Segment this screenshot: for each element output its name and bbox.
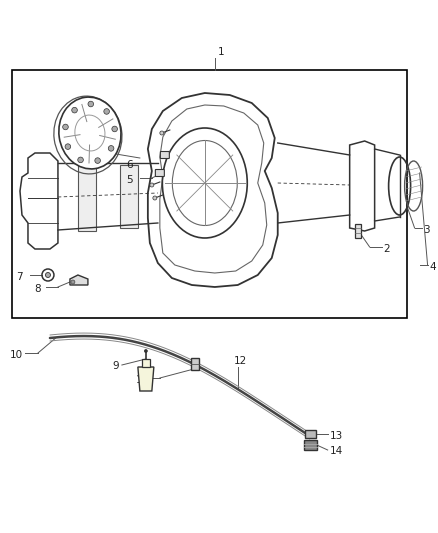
Circle shape [160, 131, 164, 135]
Bar [142, 359, 150, 367]
Circle shape [88, 101, 94, 107]
Circle shape [150, 183, 154, 187]
Bar [191, 358, 198, 370]
Circle shape [95, 158, 100, 164]
Circle shape [145, 350, 147, 352]
FancyBboxPatch shape [160, 151, 170, 158]
FancyBboxPatch shape [155, 169, 164, 176]
Circle shape [65, 144, 71, 149]
Text: 1: 1 [218, 47, 224, 57]
Text: 8: 8 [34, 284, 41, 294]
Bar [355, 224, 360, 238]
Text: 6: 6 [126, 160, 133, 170]
Text: 12: 12 [234, 356, 247, 366]
Circle shape [71, 280, 75, 284]
Circle shape [153, 196, 157, 200]
Circle shape [63, 124, 68, 130]
Circle shape [108, 146, 114, 151]
Bar [12, 70, 406, 318]
Circle shape [78, 157, 83, 163]
Text: 7: 7 [16, 272, 23, 282]
Circle shape [46, 272, 50, 278]
Text: 10: 10 [10, 350, 23, 360]
Text: 11: 11 [136, 375, 149, 385]
Text: 9: 9 [112, 361, 119, 371]
Bar [78, 165, 96, 231]
Circle shape [72, 107, 78, 113]
Bar [305, 430, 316, 438]
Text: 4: 4 [430, 262, 436, 272]
Bar [120, 165, 138, 228]
Text: 3: 3 [424, 225, 430, 235]
Bar [304, 440, 317, 450]
Text: 13: 13 [330, 431, 343, 441]
Ellipse shape [59, 97, 121, 169]
Polygon shape [138, 367, 154, 391]
Text: 5: 5 [126, 175, 133, 185]
Polygon shape [70, 275, 88, 285]
Text: 14: 14 [330, 446, 343, 456]
Text: 2: 2 [384, 244, 390, 254]
Circle shape [104, 109, 110, 114]
Circle shape [112, 126, 117, 132]
